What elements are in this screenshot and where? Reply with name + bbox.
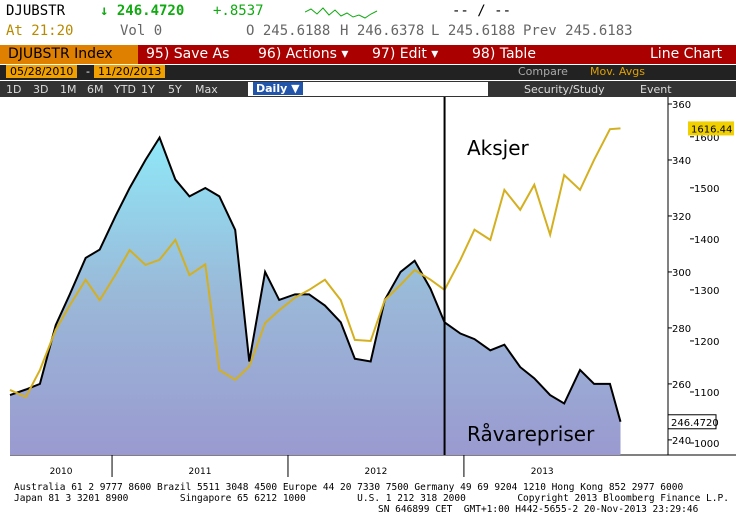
footer-line: SN 646899 CET GMT+1:00 H442-5655-2 20-No… (378, 504, 699, 515)
y2-tick-label: 1100 (694, 388, 719, 399)
y-tick-label: 280 (672, 324, 691, 335)
last-label: 1616.44 (691, 124, 732, 135)
x-tick-label: 2012 (364, 467, 387, 477)
range-bar: 05/28/2010 - 11/20/2013 Compare Mov. Avg… (0, 65, 736, 80)
chart: 240 260 280 300 320 340 360 1000 1100 1200 1300 140… (9, 97, 736, 477)
y2-tick-label: 1300 (694, 286, 719, 297)
frequency-box (248, 82, 488, 96)
mov-avgs[interactable]: Mov. Avgs (590, 65, 645, 78)
period-button[interactable]: YTD (114, 83, 136, 96)
y2-tick-label: 1400 (694, 235, 719, 246)
menu-bar: DJUBSTR Index 95) Save As 96) Actions ▾ … (0, 45, 736, 64)
bid-ask: -- / -- (452, 3, 512, 19)
frequency[interactable]: Daily ▼ (253, 82, 303, 95)
period-bar: 1D 3D 1M 6M YTD 1Y 5Y Max Daily ▼ Security/Stud… (0, 81, 736, 97)
series-label: Råvarepriser (467, 422, 595, 446)
y-tick-label: 240 (672, 436, 691, 447)
y2-tick-label: 1600 (694, 133, 719, 144)
high: H 246.6378 (340, 23, 425, 39)
y2-tick-label: 1500 (694, 184, 719, 195)
x-tick-label: 2010 (50, 467, 73, 477)
period-button[interactable]: 1D (6, 83, 22, 96)
volume: Vol 0 (120, 23, 163, 39)
last-box (667, 414, 717, 430)
period-button[interactable]: Max (195, 83, 218, 96)
change: +.8537 (213, 3, 264, 19)
y-tick-label: 360 (672, 100, 691, 111)
last-label: 246.4720 (671, 418, 719, 429)
period-button[interactable]: 6M (87, 83, 104, 96)
start-date[interactable]: 05/28/2010 (6, 65, 78, 78)
line (9, 127, 621, 399)
y-tick-label: 340 (672, 156, 691, 167)
period-button[interactable]: 3D (33, 83, 49, 96)
compare[interactable]: Compare (518, 65, 568, 78)
open: O 245.6188 (246, 23, 331, 39)
x-tick-label: 2013 (531, 467, 554, 477)
period-button[interactable]: 5Y (168, 83, 182, 96)
period-button[interactable]: 1Y (141, 83, 155, 96)
time: At 21:20 (6, 23, 74, 39)
footer-line: Japan 81 3 3201 8900 Singapore 65 6212 1… (14, 493, 729, 504)
period-button[interactable]: 1M (60, 83, 77, 96)
view[interactable]: Line Chart (650, 46, 723, 62)
event[interactable]: Event (640, 83, 672, 96)
area (10, 137, 621, 455)
prev: Prev 245.6183 (523, 23, 633, 39)
ticker: DJUBSTR (6, 3, 66, 19)
low: L 245.6188 (431, 23, 516, 39)
y-tick-label: 320 (672, 212, 691, 223)
x-tick-label: 2011 (189, 467, 212, 477)
y2-tick-label: 1000 (694, 439, 719, 450)
menu-item[interactable]: 96) Actions ▾ (258, 46, 349, 62)
study[interactable]: Security/Study (524, 83, 605, 96)
sparkline (305, 7, 378, 19)
last-box (688, 121, 734, 136)
menu-item[interactable]: 95) Save As (146, 46, 230, 62)
y2-tick-label: 1200 (694, 337, 719, 348)
date-separator: - (86, 65, 90, 78)
line (9, 135, 622, 423)
menu-item[interactable]: 97) Edit ▾ (372, 46, 439, 62)
y-tick-label: 300 (672, 268, 691, 279)
series-label: Aksjer (467, 136, 530, 160)
y-tick-label: 260 (672, 380, 691, 391)
menu-item[interactable]: 98) Table (472, 46, 536, 62)
footer-line: Australia 61 2 9777 8600 Brazil 5511 304… (14, 482, 684, 493)
security[interactable]: DJUBSTR Index (8, 46, 113, 62)
last-price: ↓ 246.4720 (100, 3, 185, 19)
security-box (0, 45, 138, 64)
end-date[interactable]: 11/20/2013 (94, 65, 166, 78)
